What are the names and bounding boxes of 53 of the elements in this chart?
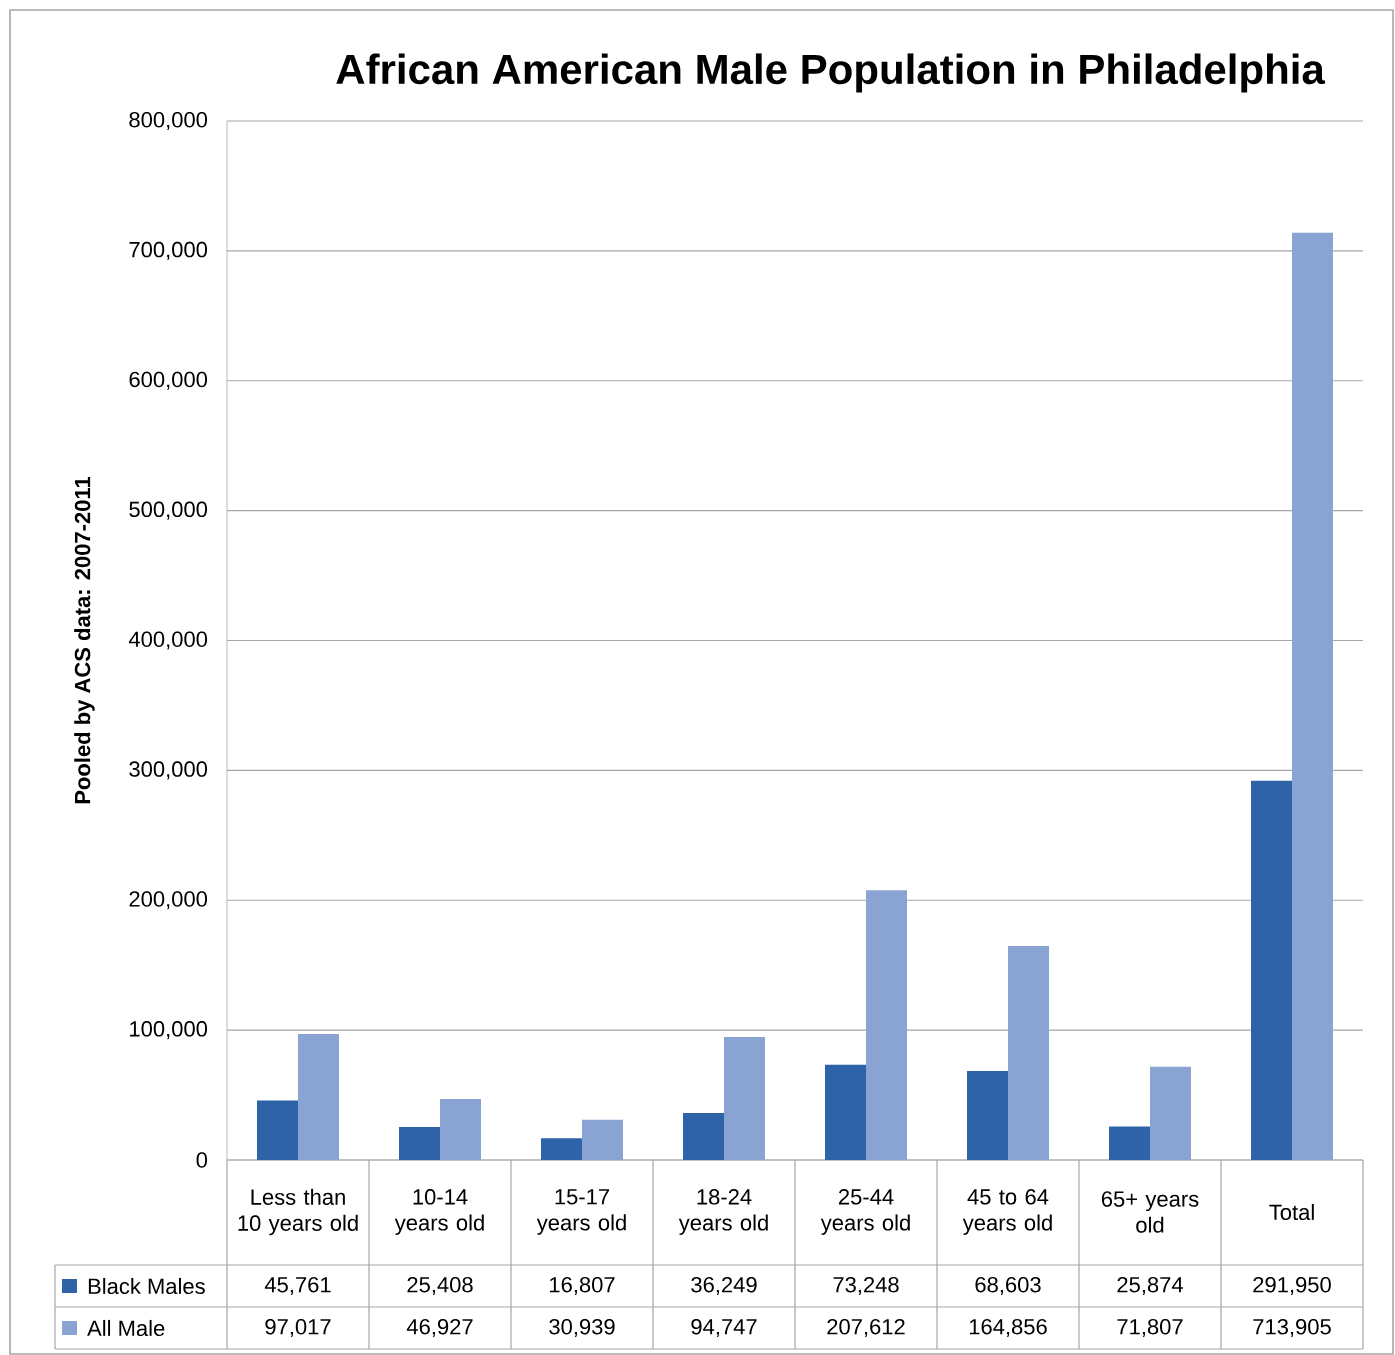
- legend-label: Black Males: [88, 1277, 205, 1295]
- data-label: 94,747: [691, 1318, 757, 1338]
- bar: [298, 1034, 340, 1160]
- y-tick-label: 600,000: [129, 371, 208, 390]
- y-tick-label: 500,000: [129, 501, 208, 520]
- y-tick-label: 700,000: [129, 241, 208, 260]
- bar: [724, 1036, 766, 1160]
- data-label: 164,856: [969, 1318, 1047, 1338]
- x-tick-label: Less than 10 years old: [238, 1188, 358, 1236]
- bar: [683, 1112, 725, 1160]
- data-label: 68,603: [975, 1276, 1041, 1296]
- bar: [399, 1127, 441, 1160]
- legend-label: All Male: [87, 1319, 165, 1337]
- data-label: 207,612: [827, 1318, 905, 1338]
- bar: [582, 1119, 623, 1160]
- bar: [1150, 1066, 1192, 1160]
- y-axis-title: Pooled by ACS data: 2007-2011: [74, 476, 95, 804]
- bar: [440, 1099, 481, 1160]
- x-tick-label: 25-44 years old: [820, 1189, 910, 1235]
- bar: [1292, 232, 1334, 1160]
- y-tick-label: 400,000: [128, 631, 208, 650]
- x-tick-label: 65+ years old: [1101, 1191, 1199, 1233]
- y-tick-label: 800,000: [129, 111, 208, 131]
- bar: [1251, 780, 1293, 1160]
- y-tick-label: 300,000: [129, 761, 208, 780]
- chart-title: African American Male Population in Philadelphia: [336, 53, 1326, 93]
- data-label: 291,950: [1253, 1276, 1331, 1296]
- x-tick-label: 15-17 years old: [536, 1189, 626, 1235]
- data-label: 73,248: [833, 1276, 899, 1296]
- data-label: 25,874: [1117, 1276, 1183, 1296]
- bar: [1008, 945, 1050, 1160]
- data-label: 45,761: [264, 1276, 331, 1296]
- y-tick-label: 100,000: [130, 1021, 208, 1040]
- data-label: 97,017: [265, 1318, 331, 1338]
- x-tick-label: 18-24 years old: [678, 1189, 768, 1235]
- data-label: 46,927: [406, 1318, 473, 1338]
- bar: [825, 1064, 866, 1160]
- bar: [257, 1100, 299, 1160]
- y-tick-label: 200,000: [129, 891, 208, 910]
- bar: [967, 1070, 1008, 1160]
- bar: [866, 890, 908, 1160]
- data-label: 713,905: [1253, 1318, 1331, 1338]
- data-label: 25,408: [407, 1276, 473, 1296]
- x-tick-label: 45 to 64 years old: [962, 1189, 1052, 1235]
- data-label: 16,807: [550, 1276, 615, 1296]
- data-label: 30,939: [549, 1318, 615, 1338]
- y-tick-label: 0: [196, 1152, 208, 1168]
- x-tick-label: Total: [1269, 1203, 1314, 1221]
- bar: [541, 1138, 583, 1160]
- x-tick-label: 10-14 years old: [394, 1189, 484, 1235]
- bar: [1109, 1126, 1150, 1160]
- data-label: 36,249: [691, 1276, 757, 1296]
- data-label: 71,807: [1117, 1318, 1183, 1338]
